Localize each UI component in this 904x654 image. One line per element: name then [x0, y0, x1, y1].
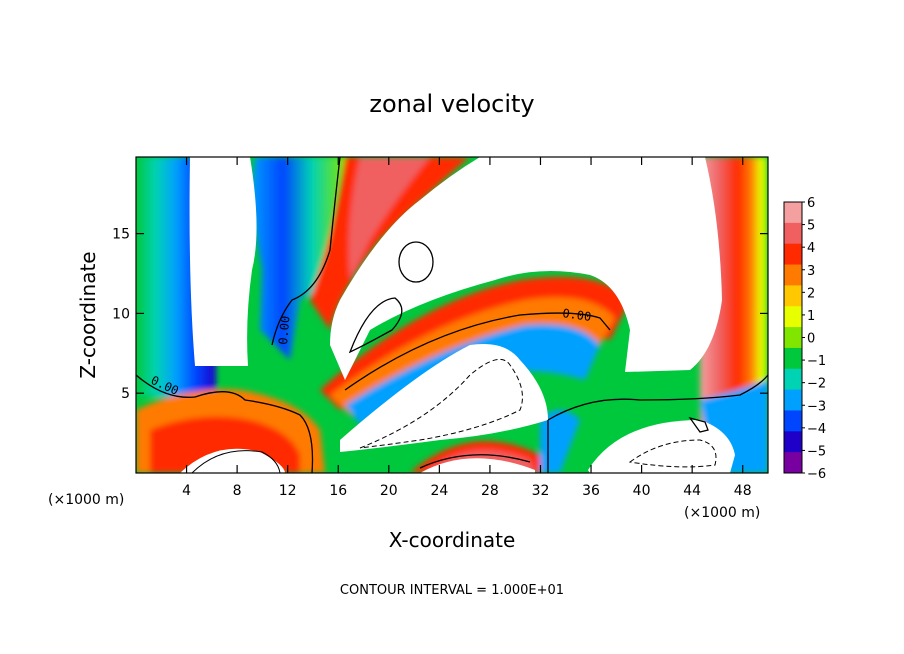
colorbar-swatch [784, 243, 802, 266]
colorbar-tick-label: −4 [807, 422, 826, 437]
chart-title: zonal velocity [369, 90, 534, 118]
colorbar-swatch [784, 347, 802, 370]
colorbar-swatch [784, 327, 802, 349]
y-tick-label: 10 [112, 306, 130, 322]
y-tick-label: 5 [121, 386, 130, 402]
colorbar-tick-label: −5 [807, 444, 826, 459]
colorbar-swatch [784, 306, 802, 328]
x-tick-label: 16 [329, 483, 347, 499]
plot-frame [135, 156, 769, 474]
colorbar-tick-label: 0 [807, 332, 815, 347]
colorbar-swatch [784, 368, 802, 391]
y-axis-ticks: 5 10 15 [112, 227, 768, 402]
colorbar-swatch [784, 264, 802, 286]
contour-label-right: 0.00 [562, 306, 593, 324]
colorbar-swatch [784, 452, 802, 474]
colorbar-swatch [784, 431, 802, 453]
x-unit-label: (×1000 m) [684, 505, 760, 521]
colorbar-tick-label: 2 [807, 286, 815, 301]
colorbar-swatch [784, 285, 802, 307]
y-tick-label: 15 [112, 227, 130, 243]
colorbar-tick-label: −6 [807, 467, 826, 482]
x-tick-label: 8 [233, 483, 242, 499]
colorbar-tick-label: 5 [807, 219, 815, 234]
y-axis-label: Z-coordinate [76, 251, 100, 378]
colorbar-swatch [784, 389, 802, 411]
x-tick-label: 32 [532, 483, 550, 499]
x-tick-label: 36 [582, 483, 600, 499]
colorbar-tick-label: 6 [807, 196, 815, 211]
x-tick-label: 40 [633, 483, 651, 499]
contour-interval-note: CONTOUR INTERVAL = 1.000E+01 [340, 583, 564, 598]
velocity-field: 0.00 0.00 0.00 [136, 157, 768, 473]
x-tick-label: 12 [279, 483, 297, 499]
colorbar-tick-label: −2 [807, 377, 826, 392]
x-tick-label: 28 [481, 483, 499, 499]
colorbar-swatch [784, 410, 802, 432]
x-axis-label: X-coordinate [389, 528, 516, 552]
colorbar-tick-label: −3 [807, 399, 826, 414]
colorbar-tick-label: 4 [807, 241, 815, 256]
x-tick-label: 48 [734, 483, 752, 499]
colorbar-tick-label: −1 [807, 354, 826, 369]
x-tick-label: 4 [182, 483, 191, 499]
y-unit-label: (×1000 m) [48, 492, 124, 508]
contour-label-mid: 0.00 [276, 315, 292, 345]
colorbar-swatch [784, 222, 802, 245]
colorbar-tick-label: 3 [807, 264, 815, 279]
colorbar-tick-label: 1 [807, 309, 815, 324]
x-tick-label: 24 [430, 483, 448, 499]
colorbar: 6 5 4 3 2 1 0 −1 −2 −3 −4 −5 −6 [783, 196, 826, 482]
x-tick-label: 44 [683, 483, 701, 499]
x-axis-ticks: 4 8 12 16 20 24 28 32 36 40 44 48 [182, 157, 752, 499]
x-tick-label: 20 [380, 483, 398, 499]
colorbar-swatch [784, 202, 802, 224]
